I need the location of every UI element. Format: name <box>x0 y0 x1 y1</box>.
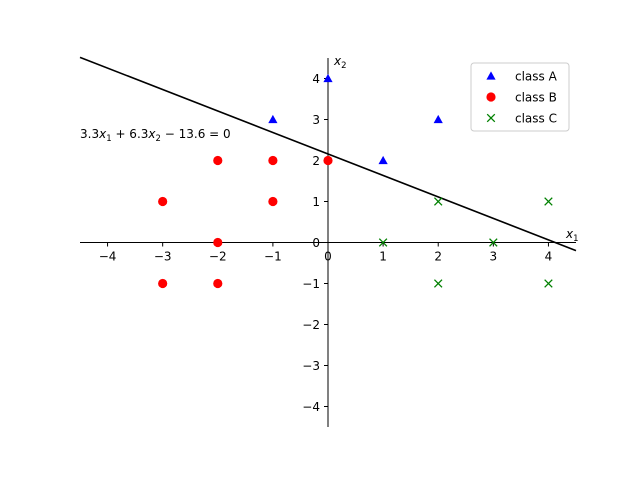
y-tick-label: −4 <box>302 400 320 414</box>
x-marker-stroke <box>433 197 443 206</box>
boundary-equation-label: 3.3x1​ + 6.3x2​ − 13.6 = 0 <box>80 127 231 144</box>
y-tick-label: 0 <box>312 236 320 250</box>
x-axis-label: x1​ <box>565 227 579 244</box>
legend-marker-class-c <box>486 113 496 123</box>
y-tick-label: 4 <box>312 72 320 86</box>
class-a-point <box>433 114 443 124</box>
class-c-point <box>433 197 443 206</box>
x-marker-stroke <box>378 238 388 247</box>
x-marker-stroke <box>433 279 443 288</box>
x-marker-stroke <box>544 279 553 288</box>
class-b-point <box>268 196 278 207</box>
class-a-point <box>378 155 388 165</box>
x-tick-label: −1 <box>264 250 282 264</box>
decision-boundary-layer: 3.3x1​ + 6.3x2​ − 13.6 = 0 <box>79 56 577 252</box>
x-tick-label: 3 <box>490 250 498 264</box>
legend-label-class-c: class C <box>515 112 557 126</box>
class-c-point <box>378 238 388 247</box>
class-b-point <box>213 278 223 289</box>
legend-marker-class-a <box>486 71 496 80</box>
legend: class A class B class C <box>470 62 570 132</box>
class-c-point <box>489 238 498 247</box>
y-tick-label: −3 <box>302 359 320 373</box>
class-c-point <box>544 197 553 206</box>
data-points-layer <box>158 73 553 289</box>
axes: −4 −3 −2 −1 0 1 2 3 4 −4 −3 −2 −1 0 1 2 3 4 x1​ x2​ <box>80 54 579 427</box>
decision-boundary-line <box>79 56 577 252</box>
x-tick-label: −4 <box>99 250 117 264</box>
x-marker-stroke <box>489 238 498 247</box>
y-tick-label: 1 <box>312 195 320 209</box>
x-marker-stroke <box>544 197 553 206</box>
class-b-point <box>323 155 333 166</box>
legend-box <box>470 62 570 132</box>
y-tick-label: −1 <box>302 277 320 291</box>
class-b-point <box>158 278 168 289</box>
class-a-point <box>323 73 333 83</box>
legend-marker-class-b <box>486 92 496 102</box>
x-tick-label: 0 <box>324 250 332 264</box>
class-b-point <box>213 155 223 166</box>
class-b-point <box>213 237 223 248</box>
y-tick-label: 2 <box>312 154 320 168</box>
x-tick-label: 1 <box>379 250 387 264</box>
class-c-point <box>433 279 443 288</box>
legend-label-class-a: class A <box>515 70 558 84</box>
y-tick-label: −2 <box>302 318 320 332</box>
y-tick-label: 3 <box>312 113 320 127</box>
x-marker-stroke <box>486 113 496 123</box>
x-tick-label: 2 <box>434 250 442 264</box>
x-tick-label: 4 <box>545 250 553 264</box>
y-axis-label: x2​ <box>333 54 347 71</box>
class-b-point <box>158 196 168 207</box>
legend-label-class-b: class B <box>515 91 557 105</box>
class-b-point <box>268 155 278 166</box>
x-tick-label: −2 <box>209 250 227 264</box>
class-c-point <box>544 279 553 288</box>
x-tick-label: −3 <box>154 250 172 264</box>
class-a-point <box>268 114 278 124</box>
